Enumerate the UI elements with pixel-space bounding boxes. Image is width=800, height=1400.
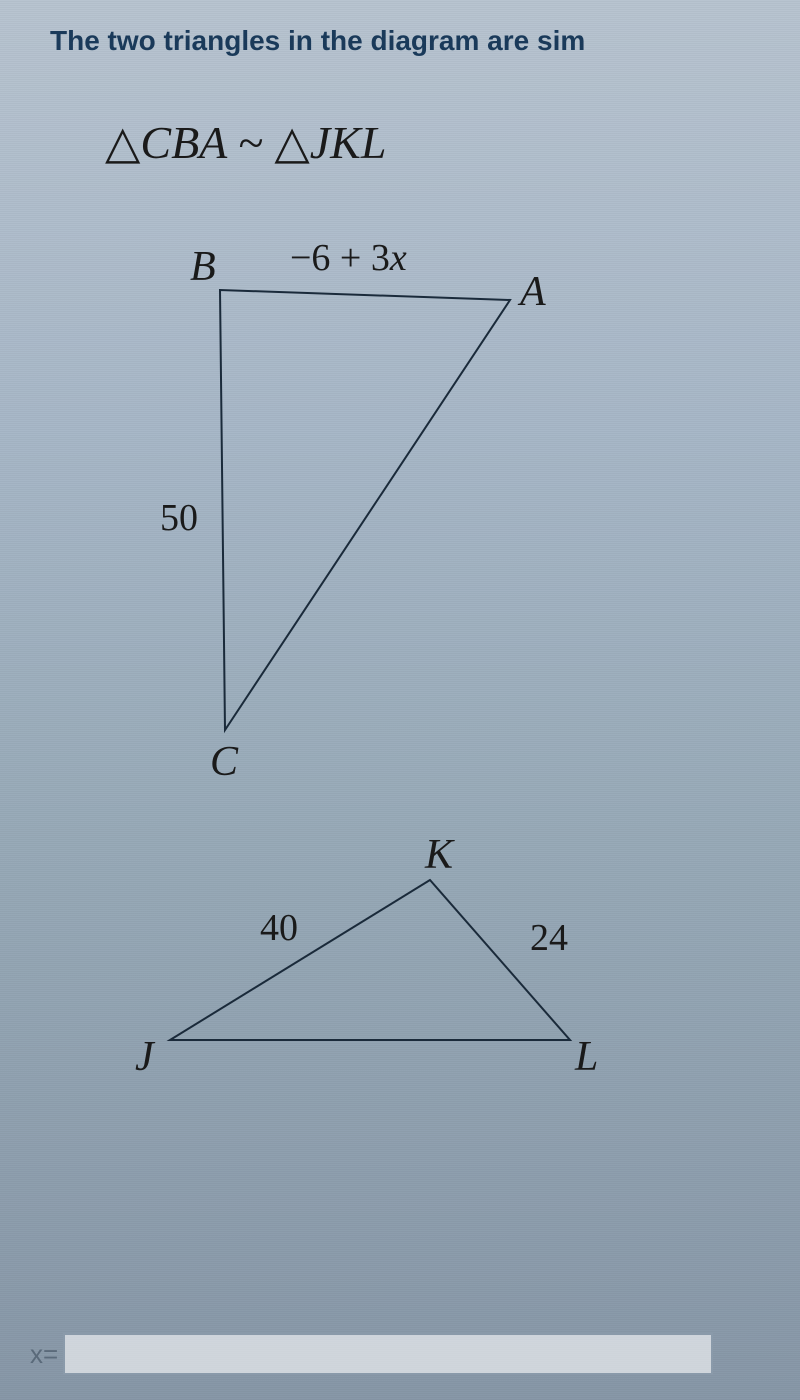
triangle-1-name: CBA — [140, 117, 226, 168]
triangle-2-name: JKL — [310, 117, 387, 168]
question-prompt: The two triangles in the diagram are sim — [50, 25, 585, 57]
vertex-a-label: A — [517, 269, 546, 315]
answer-input[interactable] — [63, 1333, 713, 1375]
vertex-j-label: J — [135, 1034, 156, 1080]
vertex-l-label: L — [574, 1034, 598, 1080]
side-bc-label: 50 — [160, 497, 198, 539]
triangle-diagram: B A C K J L −6 + 3x 50 40 24 — [90, 240, 710, 1140]
similarity-statement: △CBA ~ △JKL — [105, 115, 386, 169]
side-ba-label: −6 + 3x — [290, 237, 407, 279]
vertex-k-label: K — [424, 832, 455, 878]
diagram-container: B A C K J L −6 + 3x 50 40 24 — [90, 240, 710, 1240]
answer-section: x= — [30, 1333, 713, 1375]
side-kl-label: 24 — [530, 917, 568, 959]
vertex-b-label: B — [190, 244, 216, 290]
similarity-tilde: ~ — [238, 117, 263, 168]
triangle-symbol-2: △ — [274, 117, 309, 168]
side-jk-label: 40 — [260, 907, 298, 949]
vertex-c-label: C — [210, 739, 239, 785]
answer-label: x= — [30, 1339, 58, 1370]
triangle-jkl — [170, 880, 570, 1040]
triangle-cba — [220, 290, 510, 730]
triangle-symbol-1: △ — [105, 117, 140, 168]
